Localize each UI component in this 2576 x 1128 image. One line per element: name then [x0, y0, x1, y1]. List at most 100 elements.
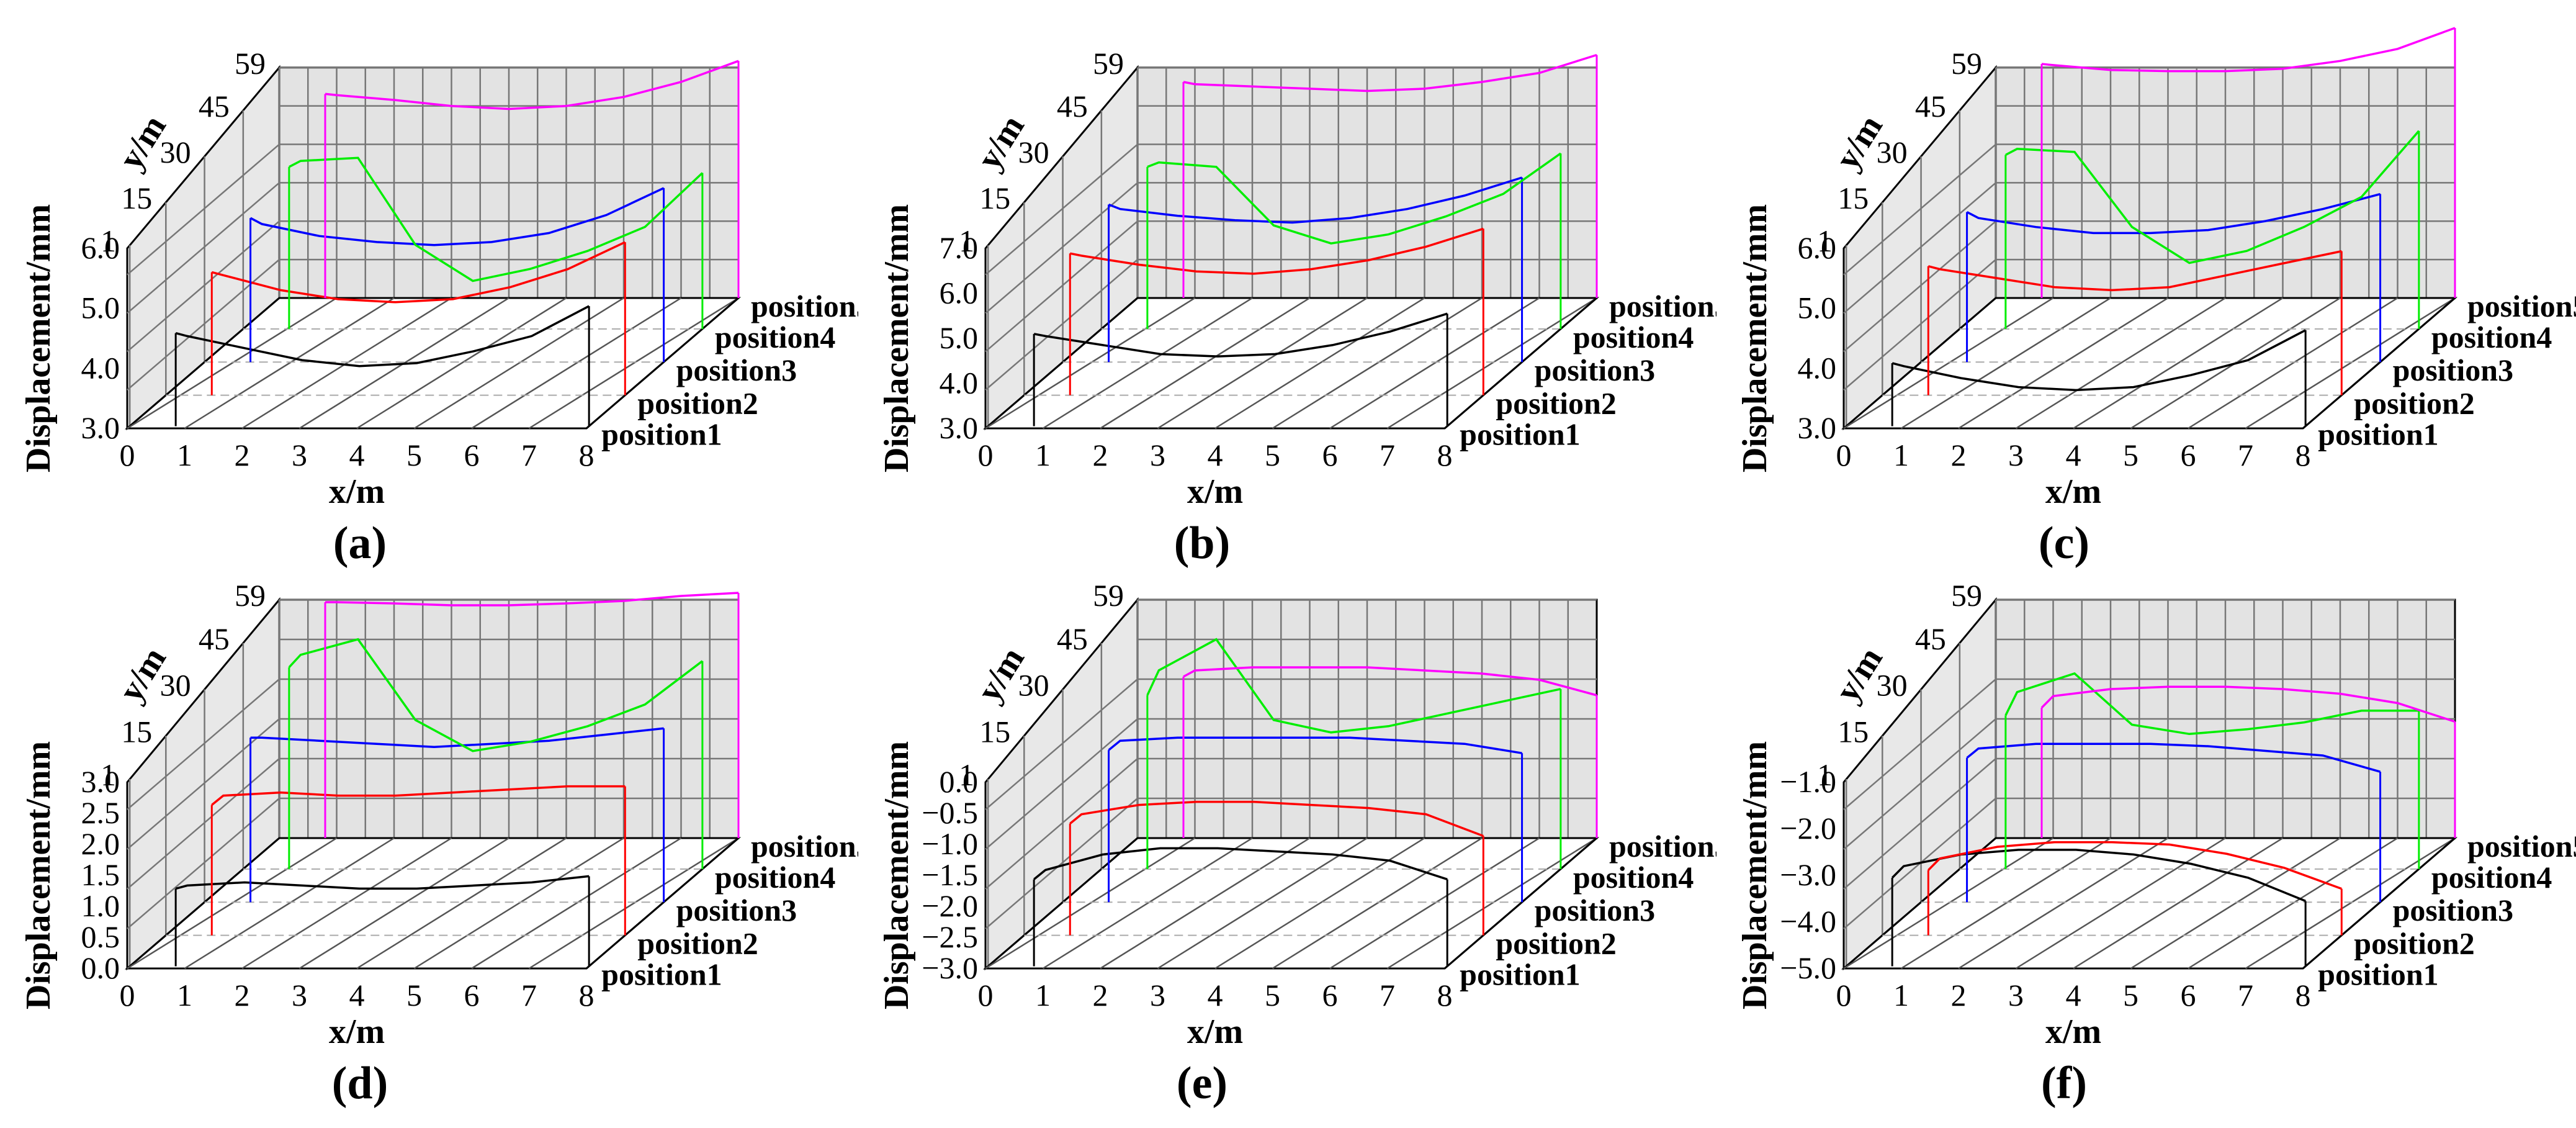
side-grid-line — [127, 758, 280, 890]
legend-position2: position2 — [2354, 386, 2475, 421]
legend-position1: position1 — [2318, 957, 2439, 991]
x-tick-label: 5 — [2123, 438, 2138, 472]
floor-grid-line — [184, 297, 395, 430]
y-tick-label: 30 — [1877, 135, 1908, 169]
series-line-position2 — [1928, 250, 2342, 292]
y-tick-label: 59 — [235, 46, 266, 81]
series-line-position5 — [2040, 685, 2456, 723]
y-tick-label: 1 — [959, 223, 974, 258]
x-tick-label: 1 — [177, 978, 192, 1013]
floor-grid-line — [1272, 837, 1483, 970]
z-axis-title: Displacement/mm — [877, 204, 916, 472]
y-tick-label: 45 — [1057, 89, 1088, 124]
legend-position4: position4 — [2431, 860, 2552, 895]
series-line-position3 — [1108, 736, 1522, 754]
panel-caption-f: (f) — [2041, 1058, 2087, 1109]
x-tick-label: 3 — [1150, 438, 1165, 472]
y-tick-label: 30 — [1018, 135, 1049, 169]
x-tick-label: 5 — [2123, 978, 2138, 1013]
x-tick-label: 3 — [292, 438, 307, 472]
floor-grid-line — [241, 837, 452, 970]
x-tick-label: 1 — [1893, 978, 1909, 1013]
floor-grid-line — [1157, 837, 1368, 970]
floor-grid-line — [1386, 837, 1597, 970]
floor-grid-line — [1272, 297, 1483, 430]
x-tick-label: 4 — [2066, 438, 2081, 472]
floor-grid-line — [127, 837, 338, 970]
z-tick-label: −1.0 — [922, 826, 978, 861]
z-axis-title: Displacement/mm — [877, 741, 916, 1009]
floor-grid-line — [471, 837, 682, 970]
x-tick-label: 6 — [2181, 438, 2196, 472]
side-grid-line — [985, 182, 1138, 314]
x-axis-title: x/m — [329, 472, 385, 511]
x-tick-label: 0 — [978, 438, 994, 472]
series-line-position5 — [325, 592, 739, 607]
z-tick-label: 3.0 — [81, 764, 120, 799]
legend-position3: position3 — [676, 893, 797, 927]
floor-grid-line — [413, 837, 624, 970]
legend-position2: position2 — [2354, 926, 2475, 961]
x-axis-title: x/m — [2045, 1013, 2101, 1051]
z-tick-label: −2.0 — [1780, 811, 1836, 846]
series-line-position3 — [1966, 192, 2381, 235]
floor-grid-line — [356, 297, 567, 430]
front-right-edge — [2302, 297, 2456, 430]
y-tick-label: 30 — [1018, 668, 1049, 703]
x-tick-label: 7 — [2238, 438, 2253, 472]
floor-grid-line — [985, 297, 1196, 430]
front-right-edge — [586, 837, 739, 970]
z-tick-label: −1.5 — [922, 857, 978, 892]
x-tick-label: 4 — [349, 978, 365, 1013]
x-tick-label: 0 — [1836, 978, 1852, 1013]
floor-grid-line — [1214, 297, 1425, 430]
floor-grid-line — [2073, 837, 2284, 970]
floor-grid-line — [1958, 837, 2169, 970]
series-line-position2 — [1928, 841, 2342, 890]
floor-grid-line — [2130, 837, 2341, 970]
y-tick-label: 15 — [1838, 181, 1869, 215]
x-tick-label: 0 — [978, 978, 994, 1013]
floor-grid-line — [298, 837, 509, 970]
side-grid-line — [1843, 259, 1996, 391]
legend-position2: position2 — [637, 386, 758, 421]
x-axis-title: x/m — [1187, 472, 1243, 511]
legend-position4: position4 — [715, 320, 836, 354]
x-tick-label: 4 — [2066, 978, 2081, 1013]
series-line-position4 — [288, 638, 703, 752]
floor-grid-line — [1386, 297, 1597, 430]
y-tick-label: 15 — [121, 181, 152, 215]
floor-grid-line — [2188, 837, 2399, 970]
floor-grid-line — [1958, 297, 2169, 430]
floor-grid-line — [2188, 297, 2399, 430]
side-grid-line — [1843, 182, 1996, 314]
z-tick-label: −2.0 — [922, 888, 978, 923]
legend-position1: position1 — [601, 417, 722, 451]
legend-position5: position5 — [2467, 289, 2576, 323]
z-tick-label: 4.0 — [81, 350, 120, 385]
side-grid-line — [127, 182, 280, 314]
x-tick-label: 2 — [1951, 438, 1967, 472]
series-line-position3 — [1108, 176, 1523, 224]
series-line-position1 — [175, 305, 590, 368]
x-tick-label: 2 — [235, 978, 250, 1013]
floor-grid-line — [1157, 297, 1368, 430]
x-tick-label: 1 — [177, 438, 192, 472]
floor-grid-line — [2245, 837, 2456, 970]
series-line-position2 — [211, 241, 626, 304]
x-tick-label: 2 — [1093, 438, 1108, 472]
x-tick-label: 7 — [521, 438, 537, 472]
panel-caption-d: (d) — [331, 1058, 388, 1109]
side-grid-line — [985, 718, 1138, 850]
x-tick-label: 0 — [120, 438, 135, 472]
z-tick-label: −3.0 — [922, 950, 978, 985]
panel-caption-b: (b) — [1174, 518, 1231, 569]
z-tick-label: 3.0 — [940, 410, 979, 445]
x-tick-label: 8 — [2296, 438, 2311, 472]
y-tick-label: 15 — [979, 181, 1010, 215]
legend-position2: position2 — [1496, 926, 1617, 961]
x-tick-label: 3 — [2008, 438, 2024, 472]
floor-grid-line — [528, 837, 739, 970]
chart-panel-b: position1position2position3position4posi… — [877, 46, 1717, 511]
legend-position1: position1 — [2318, 417, 2439, 451]
